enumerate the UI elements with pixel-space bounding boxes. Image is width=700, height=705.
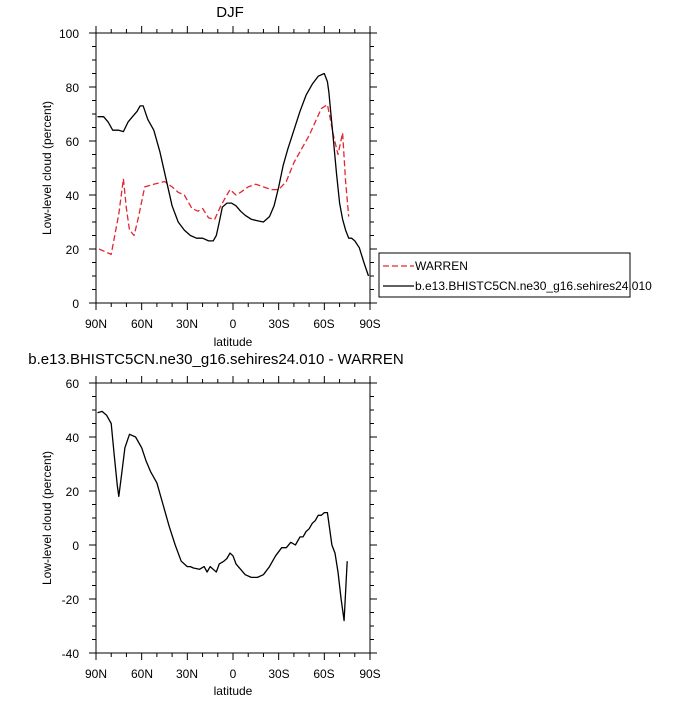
legend-box — [378, 252, 631, 298]
y-axis-label-top: Low-level cloud (percent) — [40, 101, 54, 235]
x-axis-label-bottom: latitude — [214, 684, 253, 698]
y-tick-label: 40 — [66, 431, 80, 445]
x-tick-label: 60N — [131, 317, 153, 331]
chart-panel-top: DJF 0 20 40 60 80 100 90N 60N 30N 0 30S … — [40, 4, 652, 349]
y-tick-label: -40 — [62, 647, 80, 661]
y-tick-label: 20 — [66, 485, 80, 499]
x-tick-label: 90S — [359, 317, 380, 331]
y-axis-top: 0 20 40 60 80 100 — [59, 27, 79, 311]
tick-marks-top — [89, 26, 377, 310]
x-tick-label: 60N — [131, 667, 153, 681]
chart-title-top: DJF — [216, 4, 244, 21]
y-tick-label: 0 — [72, 297, 79, 311]
x-tick-label: 90N — [85, 667, 107, 681]
tick-marks-bottom — [89, 376, 377, 660]
chart-title-bottom: b.e13.BHISTC5CN.ne30_g16.sehires24.010 -… — [28, 351, 403, 368]
y-tick-label: -20 — [62, 593, 80, 607]
x-tick-label: 90N — [85, 317, 107, 331]
series-line-warren — [98, 103, 350, 256]
x-tick-label: 60S — [313, 667, 334, 681]
y-tick-label: 60 — [66, 135, 80, 149]
y-tick-label: 40 — [66, 189, 80, 203]
x-axis-top: 90N 60N 30N 0 30S 60S 90S — [85, 317, 381, 331]
x-tick-label: 30N — [176, 667, 198, 681]
y-tick-label: 80 — [66, 81, 80, 95]
x-tick-label: 30S — [268, 317, 289, 331]
plot-frame-top — [95, 32, 371, 304]
plot-frame-bottom — [95, 382, 371, 654]
x-tick-label: 0 — [230, 667, 237, 681]
x-tick-label: 30N — [176, 317, 198, 331]
x-axis-bottom: 90N 60N 30N 0 30S 60S 90S — [85, 667, 381, 681]
x-tick-label: 30S — [268, 667, 289, 681]
x-tick-label: 90S — [359, 667, 380, 681]
legend-label-model: b.e13.BHISTC5CN.ne30_g16.sehires24.010 — [415, 279, 652, 293]
chart-panel-bottom: b.e13.BHISTC5CN.ne30_g16.sehires24.010 -… — [28, 351, 403, 698]
y-tick-label: 20 — [66, 243, 80, 257]
y-axis-bottom: -40 -20 0 20 40 60 — [62, 377, 80, 661]
series-line-model — [97, 72, 370, 277]
y-axis-label-bottom: Low-level cloud (percent) — [40, 451, 54, 585]
y-tick-label: 100 — [59, 27, 79, 41]
series-line-difference — [97, 410, 348, 622]
x-tick-label: 60S — [313, 317, 334, 331]
x-axis-label-top: latitude — [214, 335, 253, 349]
x-tick-label: 0 — [230, 317, 237, 331]
legend: WARREN b.e13.BHISTC5CN.ne30_g16.sehires2… — [378, 252, 652, 298]
y-tick-label: 0 — [72, 539, 79, 553]
legend-label-warren: WARREN — [415, 259, 468, 273]
y-tick-label: 60 — [66, 377, 80, 391]
